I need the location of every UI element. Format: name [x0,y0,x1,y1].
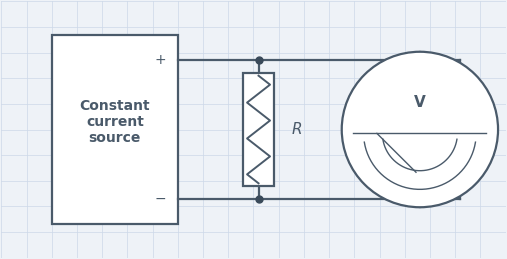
Text: R: R [292,122,302,137]
Ellipse shape [342,52,498,207]
Text: −: − [155,192,166,206]
Text: Constant
current
source: Constant current source [80,99,150,145]
Bar [243,73,274,186]
Text: V: V [356,122,367,137]
Text: V: V [414,95,426,110]
Bar [52,35,178,224]
Text: +: + [155,53,166,67]
